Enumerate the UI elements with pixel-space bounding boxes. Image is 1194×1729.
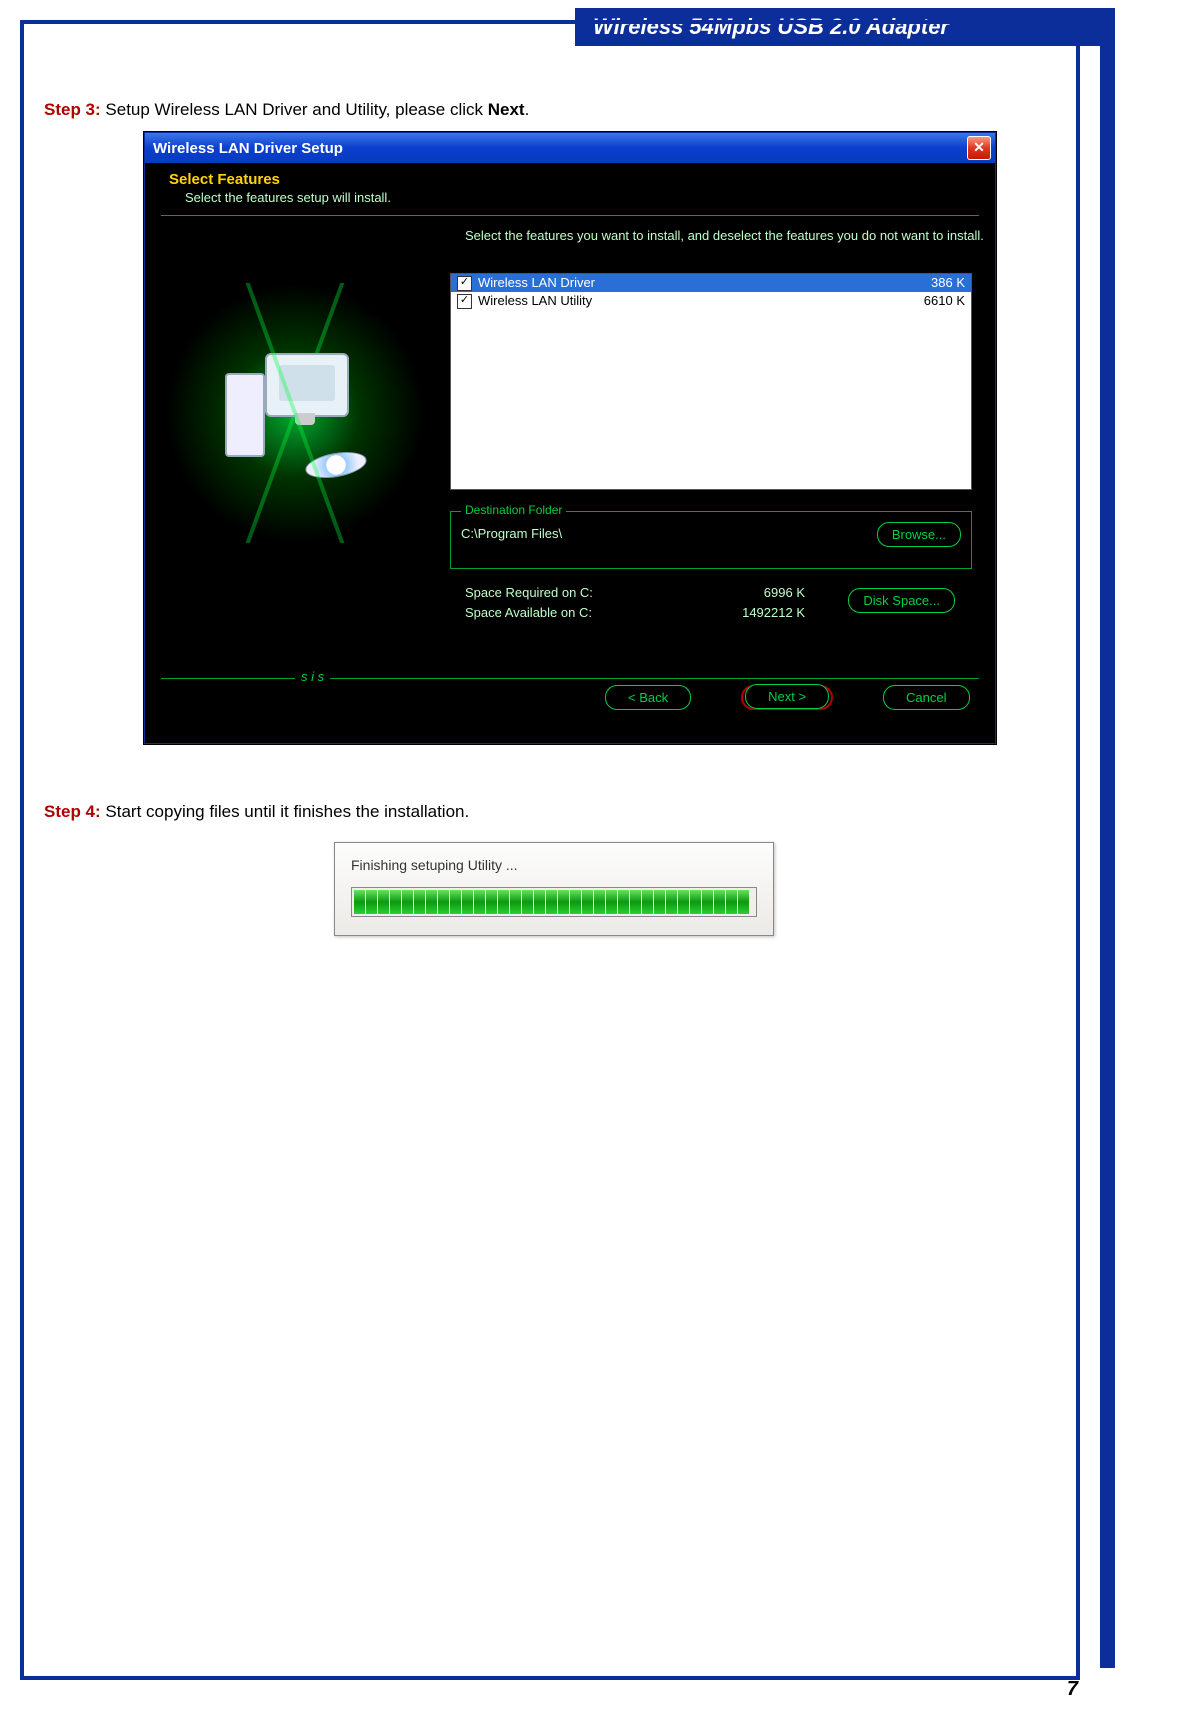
document-page: Wireless 54Mpbs USB 2.0 Adapter Step 3: … bbox=[0, 0, 1194, 1729]
progress-segment bbox=[354, 890, 365, 914]
feature-prompt: Select the features you want to install,… bbox=[465, 216, 995, 251]
progress-segment bbox=[438, 890, 449, 914]
progress-segment bbox=[642, 890, 653, 914]
checkbox-icon[interactable]: ✓ bbox=[457, 276, 472, 291]
step4-text: Start copying files until it finishes th… bbox=[101, 802, 470, 821]
progress-segment bbox=[462, 890, 473, 914]
space-required-label: Space Required on C: bbox=[465, 583, 593, 603]
window-title: Wireless LAN Driver Setup bbox=[153, 140, 343, 157]
progress-segment bbox=[486, 890, 497, 914]
feature-size: 6610 K bbox=[924, 293, 965, 309]
progress-segment bbox=[366, 890, 377, 914]
feature-label: Wireless LAN Driver bbox=[478, 275, 595, 290]
brand-label: s i s bbox=[295, 669, 330, 684]
progress-segment bbox=[522, 890, 533, 914]
space-labels: Space Required on C: Space Available on … bbox=[465, 583, 593, 623]
progress-segment bbox=[474, 890, 485, 914]
progress-segment bbox=[426, 890, 437, 914]
progress-segment bbox=[738, 890, 749, 914]
destination-folder-group: Destination Folder C:\Program Files\ Bro… bbox=[450, 511, 972, 569]
space-required-value: 6996 K bbox=[715, 583, 805, 603]
progress-segment bbox=[450, 890, 461, 914]
progress-segment bbox=[402, 890, 413, 914]
destination-path: C:\Program Files\ bbox=[461, 526, 562, 541]
nav-buttons: < Back Next > Cancel bbox=[605, 685, 970, 710]
computer-icon bbox=[225, 353, 365, 493]
feature-row-driver[interactable]: ✓ Wireless LAN Driver 386 K bbox=[451, 274, 971, 292]
feature-listbox[interactable]: ✓ Wireless LAN Driver 386 K ✓ Wireless LAN… bbox=[450, 273, 972, 490]
step3-label: Step 3: bbox=[44, 100, 101, 119]
step4-line: Step 4: Start copying files until it fin… bbox=[44, 802, 1044, 822]
progress-segment bbox=[594, 890, 605, 914]
checkbox-icon[interactable]: ✓ bbox=[457, 294, 472, 309]
window-body: Select Features Select the features setu… bbox=[145, 163, 995, 743]
wizard-side-image bbox=[165, 283, 425, 543]
close-icon[interactable]: ✕ bbox=[967, 136, 991, 160]
feature-label: Wireless LAN Utility bbox=[478, 293, 592, 308]
back-button[interactable]: < Back bbox=[605, 685, 691, 710]
progress-segment bbox=[714, 890, 725, 914]
section-title: Select Features bbox=[145, 163, 995, 188]
feature-row-utility[interactable]: ✓ Wireless LAN Utility 6610 K bbox=[451, 292, 971, 310]
progress-segment bbox=[570, 890, 581, 914]
progress-label: Finishing setuping Utility ... bbox=[351, 857, 757, 873]
window-titlebar: Wireless LAN Driver Setup ✕ bbox=[145, 133, 995, 163]
section-subtitle: Select the features setup will install. bbox=[145, 188, 995, 215]
progress-bar bbox=[351, 887, 757, 917]
progress-segment bbox=[678, 890, 689, 914]
disk-space-button[interactable]: Disk Space... bbox=[848, 588, 955, 613]
progress-segment bbox=[582, 890, 593, 914]
progress-segment bbox=[690, 890, 701, 914]
progress-segment bbox=[546, 890, 557, 914]
progress-segment bbox=[726, 890, 737, 914]
step3-text1: Setup Wireless LAN Driver and Utility, p… bbox=[101, 100, 488, 119]
next-button-highlight: Next > bbox=[741, 685, 833, 710]
progress-segment bbox=[414, 890, 425, 914]
destination-legend: Destination Folder bbox=[461, 503, 566, 517]
next-button[interactable]: Next > bbox=[745, 684, 829, 709]
space-available-value: 1492212 K bbox=[715, 603, 805, 623]
step3-bold: Next bbox=[488, 100, 525, 119]
progress-segment bbox=[510, 890, 521, 914]
progress-segment bbox=[534, 890, 545, 914]
progress-segment bbox=[558, 890, 569, 914]
space-available-label: Space Available on C: bbox=[465, 603, 593, 623]
page-content: Step 3: Setup Wireless LAN Driver and Ut… bbox=[44, 100, 1044, 936]
progress-segment bbox=[702, 890, 713, 914]
space-values: 6996 K 1492212 K bbox=[715, 583, 805, 623]
progress-segment bbox=[390, 890, 401, 914]
progress-dialog: Finishing setuping Utility ... bbox=[334, 842, 774, 936]
driver-setup-window: Wireless LAN Driver Setup ✕ Select Featu… bbox=[144, 132, 996, 744]
step3-line: Step 3: Setup Wireless LAN Driver and Ut… bbox=[44, 100, 1044, 120]
progress-segment bbox=[630, 890, 641, 914]
browse-button[interactable]: Browse... bbox=[877, 522, 961, 547]
progress-segment bbox=[618, 890, 629, 914]
progress-segment bbox=[378, 890, 389, 914]
progress-segment bbox=[666, 890, 677, 914]
cancel-button[interactable]: Cancel bbox=[883, 685, 969, 710]
bottom-divider bbox=[161, 678, 979, 679]
right-margin-bar bbox=[1100, 8, 1115, 1668]
progress-segment bbox=[498, 890, 509, 914]
progress-segment bbox=[606, 890, 617, 914]
feature-size: 386 K bbox=[931, 275, 965, 291]
step4-label: Step 4: bbox=[44, 802, 101, 821]
step3-text2: . bbox=[525, 100, 530, 119]
progress-segment bbox=[654, 890, 665, 914]
page-number: 7 bbox=[1067, 1678, 1078, 1701]
